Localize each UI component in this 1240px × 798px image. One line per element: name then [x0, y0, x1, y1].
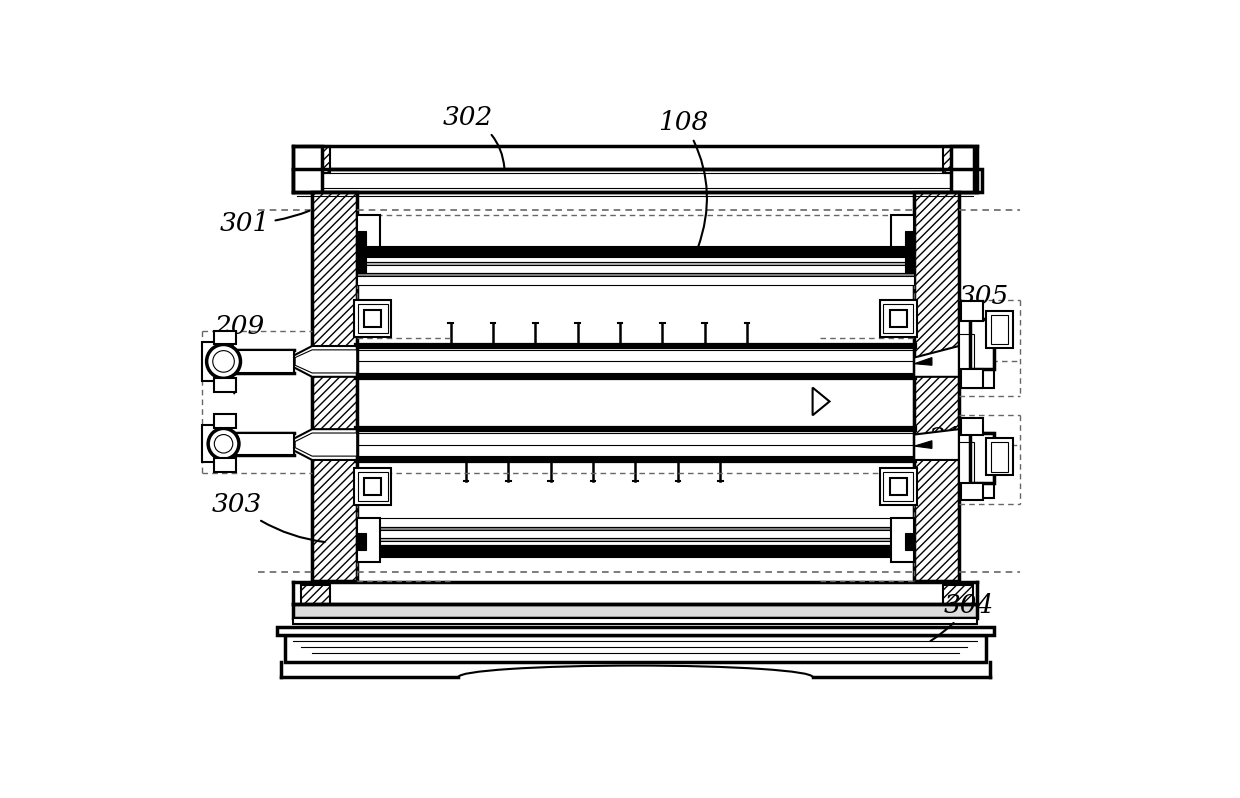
- Bar: [357, 258, 914, 262]
- Polygon shape: [293, 429, 357, 460]
- Bar: [215, 330, 236, 345]
- Bar: [355, 300, 392, 337]
- Bar: [202, 342, 226, 381]
- Bar: [312, 192, 357, 581]
- Text: 301: 301: [219, 211, 310, 235]
- Bar: [357, 518, 379, 563]
- Bar: [358, 472, 388, 501]
- Bar: [300, 585, 330, 606]
- Bar: [293, 604, 977, 618]
- Bar: [236, 350, 294, 373]
- Bar: [986, 311, 1013, 348]
- Bar: [293, 618, 977, 624]
- Bar: [944, 585, 972, 606]
- Text: 304: 304: [930, 593, 993, 641]
- Text: 303: 303: [212, 492, 325, 542]
- Bar: [914, 192, 959, 581]
- Bar: [293, 146, 322, 192]
- Polygon shape: [295, 350, 357, 373]
- Bar: [971, 319, 993, 369]
- Bar: [357, 530, 914, 538]
- Bar: [951, 146, 975, 192]
- Polygon shape: [914, 346, 959, 377]
- Bar: [961, 369, 983, 389]
- Polygon shape: [278, 627, 993, 634]
- Circle shape: [215, 435, 233, 453]
- Bar: [892, 518, 914, 563]
- Bar: [905, 231, 914, 273]
- Bar: [991, 442, 1008, 472]
- Bar: [889, 478, 906, 495]
- Bar: [971, 433, 993, 483]
- Text: 209: 209: [215, 314, 264, 393]
- Bar: [357, 273, 914, 276]
- Bar: [883, 304, 913, 333]
- Bar: [357, 215, 379, 284]
- Polygon shape: [914, 429, 959, 460]
- Bar: [365, 310, 382, 326]
- Polygon shape: [812, 388, 830, 415]
- Bar: [971, 433, 993, 483]
- Bar: [215, 414, 236, 428]
- Bar: [285, 634, 986, 662]
- Bar: [215, 458, 236, 472]
- Bar: [215, 378, 236, 392]
- Bar: [355, 468, 392, 504]
- Bar: [357, 538, 914, 541]
- Bar: [357, 265, 914, 273]
- Bar: [296, 172, 978, 188]
- Bar: [959, 433, 993, 499]
- Bar: [905, 533, 914, 550]
- Bar: [357, 231, 366, 273]
- Bar: [991, 315, 1008, 345]
- Bar: [357, 276, 914, 285]
- Bar: [959, 334, 975, 377]
- Bar: [879, 300, 916, 337]
- Polygon shape: [914, 440, 932, 448]
- Circle shape: [208, 429, 239, 459]
- Bar: [961, 483, 983, 500]
- Bar: [365, 478, 382, 495]
- Bar: [971, 319, 993, 369]
- Bar: [202, 425, 226, 462]
- Bar: [357, 262, 914, 265]
- Bar: [357, 527, 914, 530]
- Bar: [358, 304, 388, 333]
- Circle shape: [207, 345, 241, 378]
- Bar: [914, 192, 959, 581]
- Bar: [357, 518, 914, 527]
- Polygon shape: [914, 358, 932, 365]
- Bar: [357, 246, 914, 258]
- Bar: [879, 468, 916, 504]
- Text: 302: 302: [443, 105, 505, 168]
- Circle shape: [213, 350, 234, 372]
- Text: 108: 108: [658, 110, 709, 247]
- Bar: [357, 546, 914, 557]
- Bar: [889, 310, 906, 326]
- Bar: [236, 433, 294, 455]
- Text: 305: 305: [959, 283, 1009, 351]
- Bar: [312, 192, 357, 581]
- Bar: [961, 302, 983, 321]
- Bar: [944, 146, 972, 172]
- Bar: [883, 472, 913, 501]
- Bar: [300, 146, 330, 172]
- Text: 218: 218: [928, 426, 978, 456]
- Bar: [959, 442, 975, 484]
- Bar: [293, 169, 982, 192]
- Bar: [961, 417, 983, 435]
- Bar: [892, 215, 914, 284]
- Bar: [959, 319, 993, 389]
- Bar: [986, 438, 1013, 476]
- Bar: [357, 541, 914, 546]
- Polygon shape: [295, 433, 357, 456]
- Bar: [357, 533, 366, 550]
- Polygon shape: [293, 346, 357, 377]
